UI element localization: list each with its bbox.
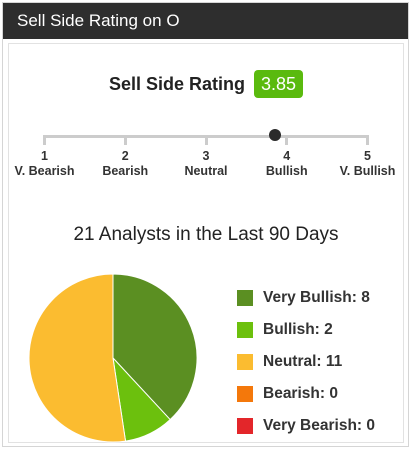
legend-swatch: [237, 354, 253, 370]
rating-marker: [268, 129, 281, 141]
legend-label: Bullish: 2: [263, 321, 333, 338]
legend-swatch: [237, 418, 253, 434]
legend-swatch: [237, 322, 253, 338]
scale-label: 2 Bearish: [102, 149, 149, 178]
scale-label: 3 Neutral: [184, 149, 228, 178]
scale-tick: [123, 135, 127, 145]
legend-label: Neutral: 11: [263, 353, 343, 370]
analysts-summary: 21 Analysts in the Last 90 Days: [73, 224, 339, 245]
rating-badge: 3.85: [254, 70, 304, 98]
scale-tick: [285, 135, 289, 145]
scale-label: 4 Bullish: [265, 149, 308, 178]
pie-slice-very-bullish: [112, 273, 198, 421]
legend-label: Very Bullish: 8: [263, 289, 370, 306]
scale-tick: [204, 135, 208, 145]
legend-item: Bearish: 0: [237, 378, 375, 410]
legend-label: Very Bearish: 0: [263, 417, 376, 434]
rating-pie-chart: [28, 273, 198, 443]
rating-label: Sell Side Rating: [108, 74, 245, 94]
scale-label: 1 V. Bearish: [14, 149, 75, 178]
legend-item: Neutral: 11: [237, 346, 375, 378]
legend-label: Bearish: 0: [263, 385, 338, 402]
scale-tick: [366, 135, 369, 145]
sell-side-rating-widget: Sell Side Rating on O Sell Side Rating 3…: [2, 2, 409, 447]
widget-title: Sell Side Rating on O: [3, 3, 408, 39]
pie-slice-neutral: [28, 273, 127, 443]
legend-swatch: [237, 386, 253, 402]
legend-swatch: [237, 290, 253, 306]
scale-tick: [43, 135, 46, 145]
scale-label: 5 V. Bullish: [339, 149, 396, 178]
legend-item: Very Bullish: 8: [237, 282, 375, 314]
legend-item: Bullish: 2: [237, 314, 375, 346]
rating-scale: 1 V. Bearish 2 Bearish 3 Neutral 4 Bullish 5 V. B…: [9, 129, 403, 199]
legend-item: Very Bearish: 0: [237, 410, 375, 442]
rating-row: Sell Side Rating 3.85: [9, 70, 403, 98]
pie-legend: Very Bullish: 8 Bullish: 2 Neutral: 11 Bear…: [237, 282, 375, 442]
rating-panel: Sell Side Rating 3.85 1 V. Bearish 2 Bearis…: [8, 43, 404, 443]
